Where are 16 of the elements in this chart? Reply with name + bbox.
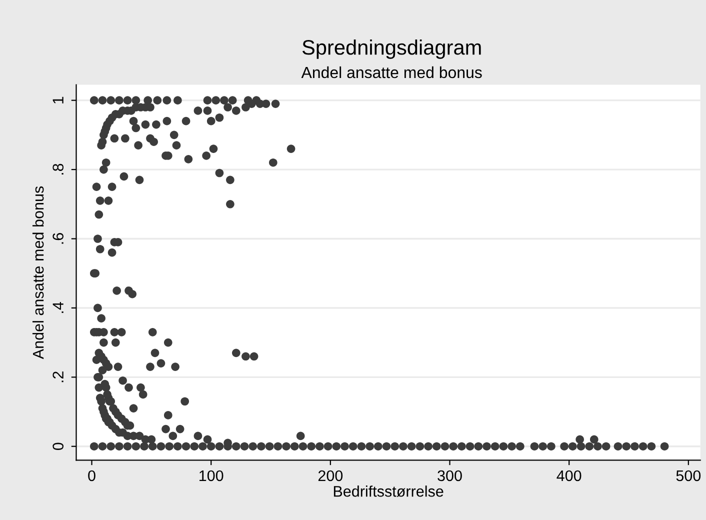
y-tick-label: .6: [52, 233, 64, 244]
x-axis-title: Bedriftsstørrelse: [334, 486, 444, 497]
x-tick-label: 0: [88, 470, 96, 482]
x-tick-label: 200: [318, 470, 343, 482]
y-tick-label: .2: [52, 372, 64, 382]
x-tick-label: 400: [556, 470, 582, 482]
x-tick-label: 300: [438, 470, 462, 482]
y-tick-label: 0: [52, 442, 64, 450]
x-tick-label: 100: [200, 470, 224, 482]
chart-title: Spredningsdiagram: [302, 40, 481, 59]
y-tick-label: .4: [52, 302, 64, 313]
y-tick-label: .8: [52, 164, 64, 175]
x-tick-label: 500: [676, 470, 701, 482]
chart-subtitle: Andel ansatte med bonus: [301, 66, 482, 78]
y-tick-label: 1: [52, 96, 64, 104]
y-axis-title: Andel ansatte med bonus: [32, 186, 44, 360]
